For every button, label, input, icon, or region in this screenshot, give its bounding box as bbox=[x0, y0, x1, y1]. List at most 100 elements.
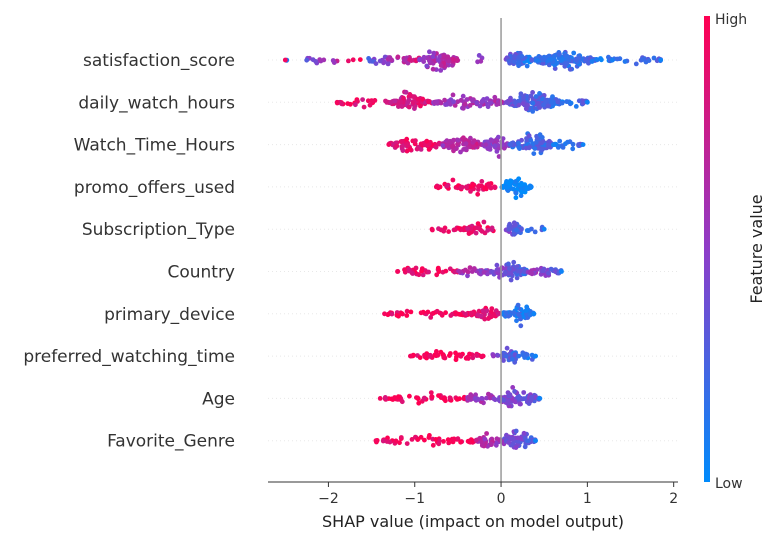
shap-point bbox=[469, 97, 475, 103]
shap-point bbox=[462, 101, 468, 107]
shap-point bbox=[520, 352, 525, 358]
shap-point bbox=[413, 138, 418, 144]
shap-point bbox=[477, 435, 483, 441]
shap-point bbox=[445, 54, 451, 60]
shap-point bbox=[465, 438, 471, 444]
shap-point bbox=[471, 138, 477, 144]
shap-point bbox=[485, 227, 491, 233]
shap-point bbox=[496, 397, 501, 403]
shap-point bbox=[450, 62, 455, 68]
shap-point bbox=[345, 101, 351, 106]
shap-point bbox=[471, 143, 477, 149]
feature-label: Country bbox=[167, 263, 235, 283]
feature-label: Age bbox=[202, 389, 235, 409]
shap-point bbox=[373, 438, 379, 444]
shap-point bbox=[424, 138, 430, 144]
shap-point bbox=[474, 353, 480, 358]
shap-point bbox=[550, 142, 556, 148]
shap-point bbox=[521, 396, 527, 402]
shap-point bbox=[566, 57, 572, 63]
shap-point bbox=[571, 50, 577, 56]
shap-point bbox=[537, 91, 542, 96]
shap-point bbox=[428, 390, 434, 395]
shap-point bbox=[499, 439, 505, 445]
shap-point bbox=[387, 439, 393, 445]
shap-point bbox=[406, 104, 412, 110]
shap-point bbox=[346, 58, 351, 64]
shap-point bbox=[594, 57, 599, 62]
shap-point bbox=[518, 193, 524, 199]
shap-point bbox=[330, 58, 336, 63]
shap-point bbox=[646, 58, 652, 63]
shap-point bbox=[539, 140, 544, 146]
shap-point bbox=[504, 345, 510, 351]
shap-point bbox=[404, 313, 410, 318]
shap-point bbox=[481, 270, 487, 275]
shap-point bbox=[479, 98, 485, 104]
shap-point bbox=[450, 437, 456, 443]
shap-point bbox=[421, 54, 427, 60]
shap-point bbox=[494, 149, 500, 154]
shap-point bbox=[426, 269, 431, 275]
x-axis: −2 −1 0 1 2 bbox=[268, 481, 678, 507]
shap-point bbox=[440, 143, 446, 149]
shap-point bbox=[502, 269, 508, 275]
shap-point bbox=[424, 63, 430, 69]
shap-point bbox=[516, 176, 522, 182]
shap-point bbox=[521, 390, 527, 395]
shap-point bbox=[512, 54, 517, 59]
shap-point bbox=[403, 89, 409, 95]
shap-point bbox=[463, 146, 468, 152]
shap-point bbox=[421, 59, 427, 64]
shap-point bbox=[452, 269, 457, 275]
shap-point bbox=[441, 355, 447, 360]
shap-point bbox=[557, 51, 562, 57]
shap-point bbox=[394, 143, 400, 149]
shap-point bbox=[399, 139, 405, 144]
beeswarm-points bbox=[282, 49, 664, 450]
shap-point bbox=[427, 352, 433, 358]
shap-point bbox=[429, 394, 435, 400]
shap-point bbox=[510, 385, 516, 390]
shap-point bbox=[525, 228, 531, 234]
shap-point bbox=[479, 228, 485, 234]
shap-point bbox=[546, 57, 551, 63]
shap-point bbox=[576, 98, 582, 104]
shap-point bbox=[450, 92, 456, 98]
shap-point bbox=[633, 61, 639, 67]
shap-point bbox=[507, 266, 512, 272]
shap-point bbox=[514, 275, 520, 281]
shap-point bbox=[512, 59, 517, 65]
shap-point bbox=[438, 349, 444, 355]
shap-point bbox=[511, 310, 517, 315]
shap-point bbox=[451, 137, 456, 143]
feature-row-points bbox=[395, 259, 564, 283]
shap-point bbox=[492, 184, 498, 190]
shap-point bbox=[481, 219, 487, 225]
x-axis-label: SHAP value (impact on model output) bbox=[322, 512, 624, 531]
shap-point bbox=[468, 189, 473, 194]
shap-point bbox=[377, 58, 383, 64]
colorbar: High Low Feature value bbox=[704, 12, 766, 492]
shap-point bbox=[452, 103, 458, 108]
shap-point bbox=[404, 136, 410, 142]
shap-point bbox=[437, 54, 443, 60]
shap-point bbox=[477, 103, 483, 109]
shap-point bbox=[430, 54, 436, 60]
shap-point bbox=[533, 353, 538, 359]
shap-point bbox=[445, 183, 450, 189]
shap-point bbox=[533, 140, 539, 145]
shap-point bbox=[506, 440, 512, 445]
shap-point bbox=[422, 142, 428, 148]
shap-point bbox=[543, 98, 548, 104]
shap-point bbox=[482, 436, 488, 442]
shap-point bbox=[493, 440, 499, 446]
shap-point bbox=[310, 57, 316, 63]
shap-point bbox=[467, 265, 473, 270]
shap-point bbox=[583, 57, 588, 63]
feature-row-points bbox=[373, 428, 538, 450]
shap-point bbox=[540, 146, 545, 152]
shap-point bbox=[446, 58, 451, 64]
shap-point bbox=[524, 94, 530, 99]
shap-point bbox=[465, 226, 470, 232]
